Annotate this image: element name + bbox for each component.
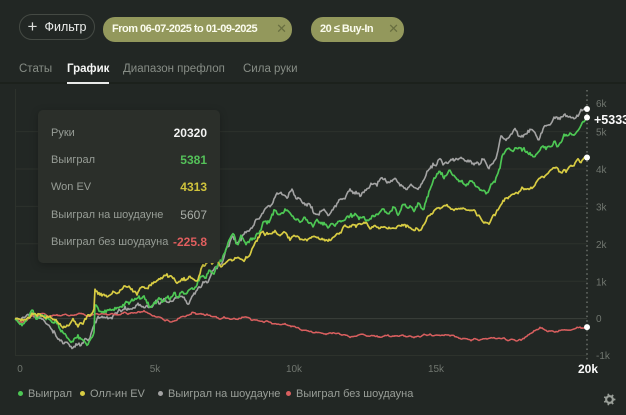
svg-text:5k: 5k (596, 128, 608, 139)
svg-text:-1k: -1k (596, 351, 611, 362)
svg-text:20k: 20k (578, 362, 598, 376)
svg-text:1k: 1k (596, 278, 608, 289)
svg-text:4k: 4k (596, 165, 608, 176)
svg-text:+5333: +5333 (594, 113, 626, 127)
svg-text:3k: 3k (596, 203, 608, 214)
svg-text:0: 0 (596, 314, 602, 325)
svg-text:6k: 6k (596, 99, 608, 110)
svg-text:2k: 2k (596, 240, 608, 251)
svg-text:10k: 10k (286, 364, 303, 375)
svg-text:0: 0 (17, 364, 23, 375)
svg-text:5k: 5k (150, 364, 162, 375)
svg-text:15k: 15k (428, 364, 445, 375)
